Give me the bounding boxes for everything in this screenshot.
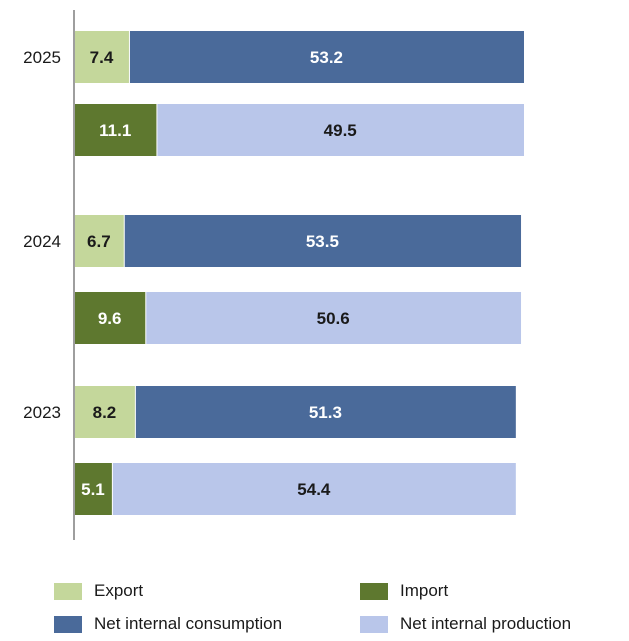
legend-swatch-net-internal-production — [360, 615, 388, 633]
data-label-net-internal-consumption-2024: 53.5 — [306, 232, 339, 251]
data-label-net-internal-production-2025: 49.5 — [324, 121, 357, 140]
bar-net-internal-production-2024 — [146, 292, 522, 344]
data-label-export-2024: 6.7 — [87, 232, 111, 251]
data-label-net-internal-production-2024: 50.6 — [317, 309, 350, 328]
legend-item-import: Import — [360, 578, 448, 604]
data-label-export-2023: 8.2 — [93, 403, 117, 422]
bar-export-2025 — [75, 31, 129, 83]
bar-net-internal-production-2025 — [157, 104, 525, 156]
bar-net-internal-consumption-2024 — [124, 215, 522, 267]
data-label-net-internal-consumption-2025: 53.2 — [310, 48, 343, 67]
legend-item-net-internal-consumption: Net internal consumption — [54, 611, 282, 637]
data-label-import-2023: 5.1 — [81, 480, 105, 499]
data-label-net-internal-consumption-2023: 51.3 — [309, 403, 342, 422]
bar-export-2023 — [75, 386, 135, 438]
legend: Export Import Net internal consumption N… — [54, 578, 629, 638]
bar-import-2023 — [75, 463, 112, 515]
data-label-net-internal-production-2023: 54.4 — [297, 480, 331, 499]
bar-chart: 7.4 53.2 11.1 49.5 6.7 53.5 9.6 50.6 8.2 51.3 5.1 5… — [23, 10, 525, 540]
legend-item-export: Export — [54, 578, 143, 604]
legend-item-net-internal-production: Net internal production — [360, 611, 571, 637]
legend-label-export: Export — [94, 581, 144, 600]
category-label-2024: 2024 — [23, 232, 61, 251]
bar-net-internal-consumption-2025 — [129, 31, 524, 83]
category-label-2025: 2025 — [23, 48, 61, 67]
legend-label-net-internal-consumption: Net internal consumption — [94, 614, 283, 633]
bar-export-2024 — [75, 215, 124, 267]
legend-label-import: Import — [400, 581, 449, 600]
legend-label-net-internal-production: Net internal production — [400, 614, 572, 633]
bar-net-internal-consumption-2023 — [135, 386, 516, 438]
bar-import-2025 — [75, 104, 157, 156]
legend-swatch-export — [54, 582, 82, 600]
legend-swatch-import — [360, 582, 388, 600]
bar-net-internal-production-2023 — [112, 463, 516, 515]
category-label-2023: 2023 — [23, 403, 61, 422]
data-label-import-2025: 11.1 — [99, 121, 131, 140]
data-label-import-2024: 9.6 — [98, 309, 122, 328]
data-label-export-2025: 7.4 — [90, 48, 114, 67]
legend-swatch-net-internal-consumption — [54, 615, 82, 633]
bar-import-2024 — [75, 292, 146, 344]
